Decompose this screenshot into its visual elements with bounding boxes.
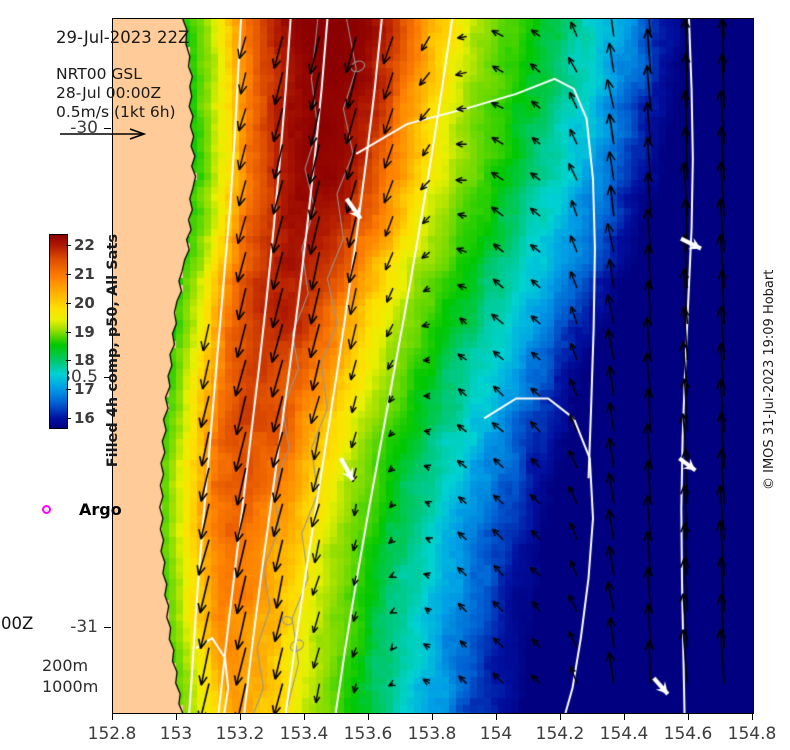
x-axis-tick (688, 713, 689, 720)
y-axis-tick (104, 377, 111, 379)
x-axis-label: 154 (479, 724, 513, 744)
colorbar-tick-label: 20 (74, 293, 95, 312)
colorbar-tick-label: 17 (74, 379, 95, 398)
x-axis-label: 153.4 (279, 724, 329, 744)
depth-200m-label: 200m (42, 656, 89, 675)
y-axis-label: -31 (70, 617, 98, 638)
colorbar-tick-label: 16 (74, 408, 95, 427)
x-axis-label: 154.4 (599, 724, 649, 744)
x-axis-tick (432, 713, 433, 720)
sst-raster-canvas (113, 19, 753, 713)
colorbar-tick-label: 22 (74, 236, 95, 255)
x-axis-tick (624, 713, 625, 720)
x-axis-tick (240, 713, 241, 720)
colorbar-tick-label: 21 (74, 265, 95, 284)
colorbar-tick-label: 18 (74, 351, 95, 370)
credit-text: © IMOS 31-Jul-2023 19:09 Hobart (762, 269, 777, 490)
circle-outline-icon (42, 505, 51, 514)
x-axis-label: 153 (159, 724, 193, 744)
argo-legend-label: Argo (79, 500, 122, 519)
x-axis-tick (368, 713, 369, 720)
x-axis-tick (496, 713, 497, 720)
colorbar-tick-label: 19 (74, 322, 95, 341)
x-axis-label: 153.8 (407, 724, 457, 744)
x-axis-label: 154.2 (535, 724, 585, 744)
colorbar-title: Filled 4h comp, p50, All Sats (105, 234, 121, 468)
scale-arrow-label: 00Z (1, 614, 34, 633)
argo-legend: Argo (42, 500, 122, 519)
colorbar-tick (66, 274, 71, 276)
y-axis-label: 30.5 (60, 367, 98, 388)
colorbar-tick (66, 245, 71, 247)
y-axis-tick (104, 127, 111, 129)
y-axis-tick (104, 627, 111, 629)
x-axis-label: 154.8 (727, 724, 777, 744)
depth-1000m-label: 1000m (42, 677, 99, 696)
colorbar-tick (66, 360, 71, 362)
y-axis-label: -30 (70, 117, 98, 138)
x-axis-label: 154.6 (663, 724, 713, 744)
depth-legend: 200m 1000m (42, 655, 98, 697)
colorbar-tick (66, 388, 71, 390)
colorbar-tick (66, 331, 71, 333)
x-axis-tick (752, 713, 753, 720)
white-right-arrow-icon (22, 637, 94, 653)
x-axis-tick (304, 713, 305, 720)
x-axis-tick (112, 713, 113, 720)
x-axis-label: 153.6 (343, 724, 393, 744)
x-axis-label: 153.2 (215, 724, 265, 744)
x-axis-tick (176, 713, 177, 720)
map-plot-area[interactable] (112, 18, 754, 714)
x-axis-tick (560, 713, 561, 720)
colorbar-tick (66, 417, 71, 419)
colorbar-tick (66, 302, 71, 304)
x-axis-label: 152.8 (87, 724, 137, 744)
